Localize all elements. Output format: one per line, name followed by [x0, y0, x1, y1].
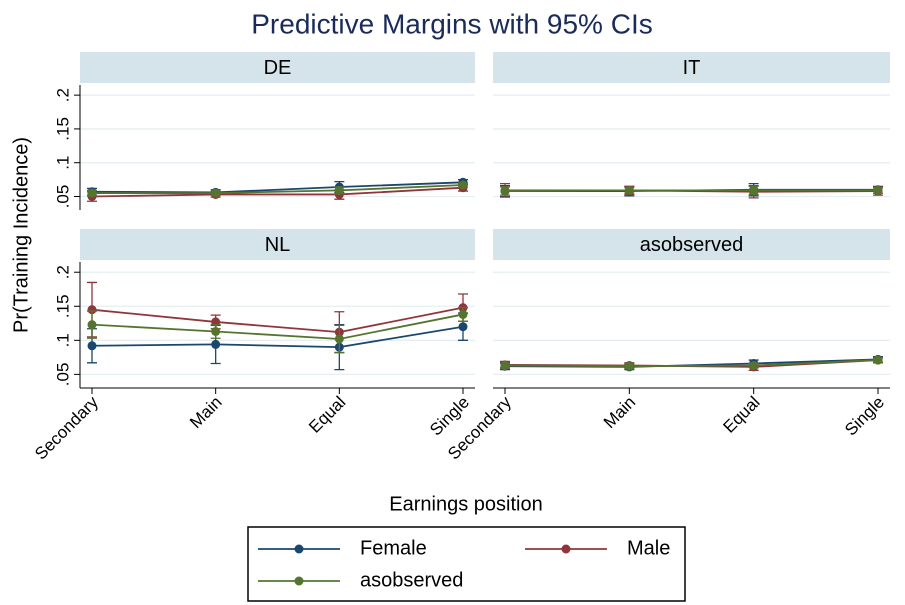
panel-title: NL — [265, 234, 291, 256]
y-tick-label: .1 — [53, 156, 72, 170]
series-marker — [87, 188, 97, 198]
legend-marker — [294, 576, 304, 586]
series-marker — [624, 185, 634, 195]
series-marker — [87, 320, 97, 330]
y-tick-label: .15 — [53, 294, 72, 318]
series-marker — [500, 361, 510, 371]
panel-title: IT — [683, 57, 701, 79]
x-tick-label: Single — [841, 393, 888, 440]
series-line — [91, 325, 464, 349]
legend-label: Female — [360, 537, 427, 559]
legend-label: Male — [627, 537, 670, 559]
series-marker — [624, 361, 634, 371]
y-tick-label: .15 — [53, 117, 72, 141]
series-marker — [749, 361, 759, 371]
panel-title: asobserved — [640, 234, 743, 256]
series-marker — [211, 339, 221, 349]
series-line — [504, 189, 878, 192]
y-tick-label: .2 — [53, 265, 72, 279]
series-line — [91, 181, 464, 194]
series-marker — [873, 185, 883, 195]
panel-header — [80, 52, 475, 83]
series-marker — [211, 326, 221, 336]
chart-title: Predictive Margins with 95% CIs — [251, 8, 652, 39]
legend-marker — [561, 544, 571, 554]
series-line — [91, 186, 464, 198]
x-tick-label: Main — [186, 393, 225, 432]
legend-marker — [294, 544, 304, 554]
series-marker — [334, 334, 344, 344]
x-tick-label: Equal — [305, 393, 349, 437]
y-tick-label: .05 — [53, 185, 72, 209]
x-tick-label: Main — [600, 393, 639, 432]
y-axis-label: Pr(Training Incidence) — [10, 137, 32, 333]
x-tick-label: Equal — [719, 393, 763, 437]
series-marker — [749, 185, 759, 195]
series-marker — [458, 180, 468, 190]
legend-label: asobserved — [360, 569, 463, 591]
y-tick-label: .1 — [53, 333, 72, 347]
x-tick-label: Secondary — [31, 392, 102, 463]
series-marker — [87, 305, 97, 315]
series-marker — [458, 322, 468, 332]
y-tick-label: .05 — [53, 363, 72, 387]
series-marker — [87, 341, 97, 351]
series-marker — [211, 188, 221, 198]
x-axis-label: Earnings position — [389, 493, 542, 515]
series-line — [504, 359, 879, 368]
panel-header — [80, 229, 475, 260]
series-marker — [334, 185, 344, 195]
y-tick-label: .2 — [53, 88, 72, 102]
series-marker — [500, 186, 510, 196]
series-marker — [458, 309, 468, 319]
panel-header — [493, 229, 890, 260]
series-line — [91, 306, 464, 334]
panel-header — [493, 52, 890, 83]
legend-box — [247, 526, 686, 602]
series-marker — [873, 355, 883, 365]
series-line — [91, 313, 464, 340]
panel-title: DE — [264, 57, 292, 79]
series-line — [92, 184, 464, 195]
